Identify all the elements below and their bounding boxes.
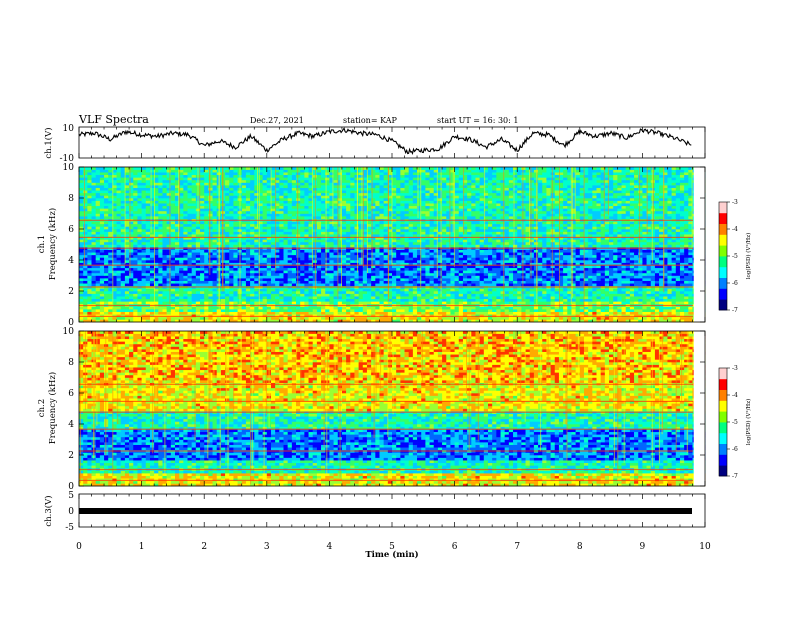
station-label: station= KAP	[343, 116, 398, 125]
ch1-cb-seg-5	[719, 245, 727, 256]
x-ticklabel-6: 6	[452, 542, 458, 552]
ch3-ytick-bottom: -5	[65, 523, 74, 533]
ch2-spec-ytick-4: 4	[68, 420, 74, 430]
x-ticklabel-9: 9	[640, 542, 646, 552]
ch1-cb-seg-2	[719, 278, 727, 289]
ch1-cb-seg-1	[719, 288, 727, 299]
ch3-ylabel: ch.3(V)	[43, 495, 54, 526]
ch1-spectrogram-heatmap	[79, 167, 705, 322]
ch2-spectrogram-ylabel-2: Frequency (kHz)	[47, 372, 58, 444]
ch1-cb-seg-4	[719, 256, 727, 267]
ch1-spec-ytick-2: 2	[68, 287, 74, 297]
ch1-colorbar: -3 -4 -5 -6 -7 log(PSD) (V²/Hz)	[719, 199, 752, 314]
x-axis-label: Time (min)	[365, 549, 418, 560]
ch1-waveform-panel: 10 -10 ch.1(V)	[43, 124, 705, 164]
ch2-cb-seg-4	[719, 422, 727, 433]
ch2-cb-seg-5	[719, 411, 727, 422]
ch1-cb-seg-0	[719, 299, 727, 310]
ch2-spec-ytick-6: 6	[68, 389, 74, 399]
ch3-waveform-panel: 5 0 -5 ch.3(V)	[43, 491, 705, 533]
ch2-cb-seg-3	[719, 433, 727, 444]
ch2-cb-seg-7	[719, 390, 727, 401]
ch1-spectrogram-ylabel-2: Frequency (kHz)	[47, 208, 58, 280]
ch1-cb-seg-6	[719, 234, 727, 245]
ch2-cb-label: log(PSD) (V²/Hz)	[745, 399, 752, 446]
figure-title: VLF Spectra	[78, 113, 149, 126]
ch2-cb-seg-0	[719, 465, 727, 476]
x-ticklabel-7: 7	[514, 542, 520, 552]
x-ticklabel-0: 0	[76, 542, 82, 552]
ch1-cb-ticklabel-4: -7	[732, 307, 738, 314]
ch2-cb-seg-8	[719, 379, 727, 390]
ch1-cb-ticklabel-0: -3	[732, 199, 738, 206]
x-ticklabel-3: 3	[264, 542, 270, 552]
ch1-spec-ytick-4: 4	[68, 256, 74, 266]
ch2-cb-ticklabel-3: -6	[732, 446, 738, 453]
ch2-cb-seg-6	[719, 400, 727, 411]
ch1-cb-label: log(PSD) (V²/Hz)	[745, 233, 752, 280]
ch1-spec-ytick-10: 10	[63, 163, 75, 173]
ch1-cb-seg-3	[719, 267, 727, 278]
ch1-spectrogram-ylabel-1: ch.1	[37, 235, 47, 253]
ch1-cb-seg-8	[719, 213, 727, 224]
x-ticklabel-10: 10	[699, 542, 711, 552]
ch2-spectrogram-heatmap	[79, 331, 705, 486]
start-ut-label: start UT = 16: 30: 1	[437, 116, 518, 125]
x-ticklabel-1: 1	[139, 542, 145, 552]
ch1-spec-ytick-6: 6	[68, 225, 74, 235]
ch2-spec-ytick-2: 2	[68, 451, 74, 461]
x-ticklabel-8: 8	[577, 542, 583, 552]
ch2-spectrogram-ylabel-1: ch.2	[37, 399, 47, 417]
ch2-spec-ytick-8: 8	[68, 358, 74, 368]
ch3-ytick-top: 5	[68, 491, 74, 501]
ch2-cb-ticklabel-1: -4	[732, 392, 738, 399]
ch1-ytick-top: 10	[63, 124, 75, 134]
ch2-cb-ticklabel-2: -5	[732, 419, 738, 426]
ch2-spec-ytick-10: 10	[63, 327, 75, 337]
ch2-cb-seg-2	[719, 444, 727, 455]
ch1-cb-ticklabel-2: -5	[732, 253, 738, 260]
ch2-cb-seg-1	[719, 454, 727, 465]
ch3-waveform-line	[79, 508, 692, 514]
ch3-ytick-mid: 0	[68, 507, 74, 517]
ch1-cb-seg-7	[719, 224, 727, 235]
ch1-ylabel: ch.1(V)	[43, 127, 54, 158]
ch2-cb-ticklabel-4: -7	[732, 473, 738, 480]
date-label: Dec.27, 2021	[250, 116, 304, 125]
ch2-cb-ticklabel-0: -3	[732, 365, 738, 372]
x-ticklabel-2: 2	[201, 542, 207, 552]
ch2-colorbar: -3 -4 -5 -6 -7 log(PSD) (V²/Hz)	[719, 365, 752, 480]
ch1-spec-ytick-8: 8	[68, 194, 74, 204]
ch2-cb-seg-9	[719, 368, 727, 379]
ch1-cb-ticklabel-1: -4	[732, 226, 738, 233]
ch1-cb-ticklabel-3: -6	[732, 280, 738, 287]
ch1-cb-seg-9	[719, 202, 727, 213]
x-ticklabel-4: 4	[327, 542, 333, 552]
